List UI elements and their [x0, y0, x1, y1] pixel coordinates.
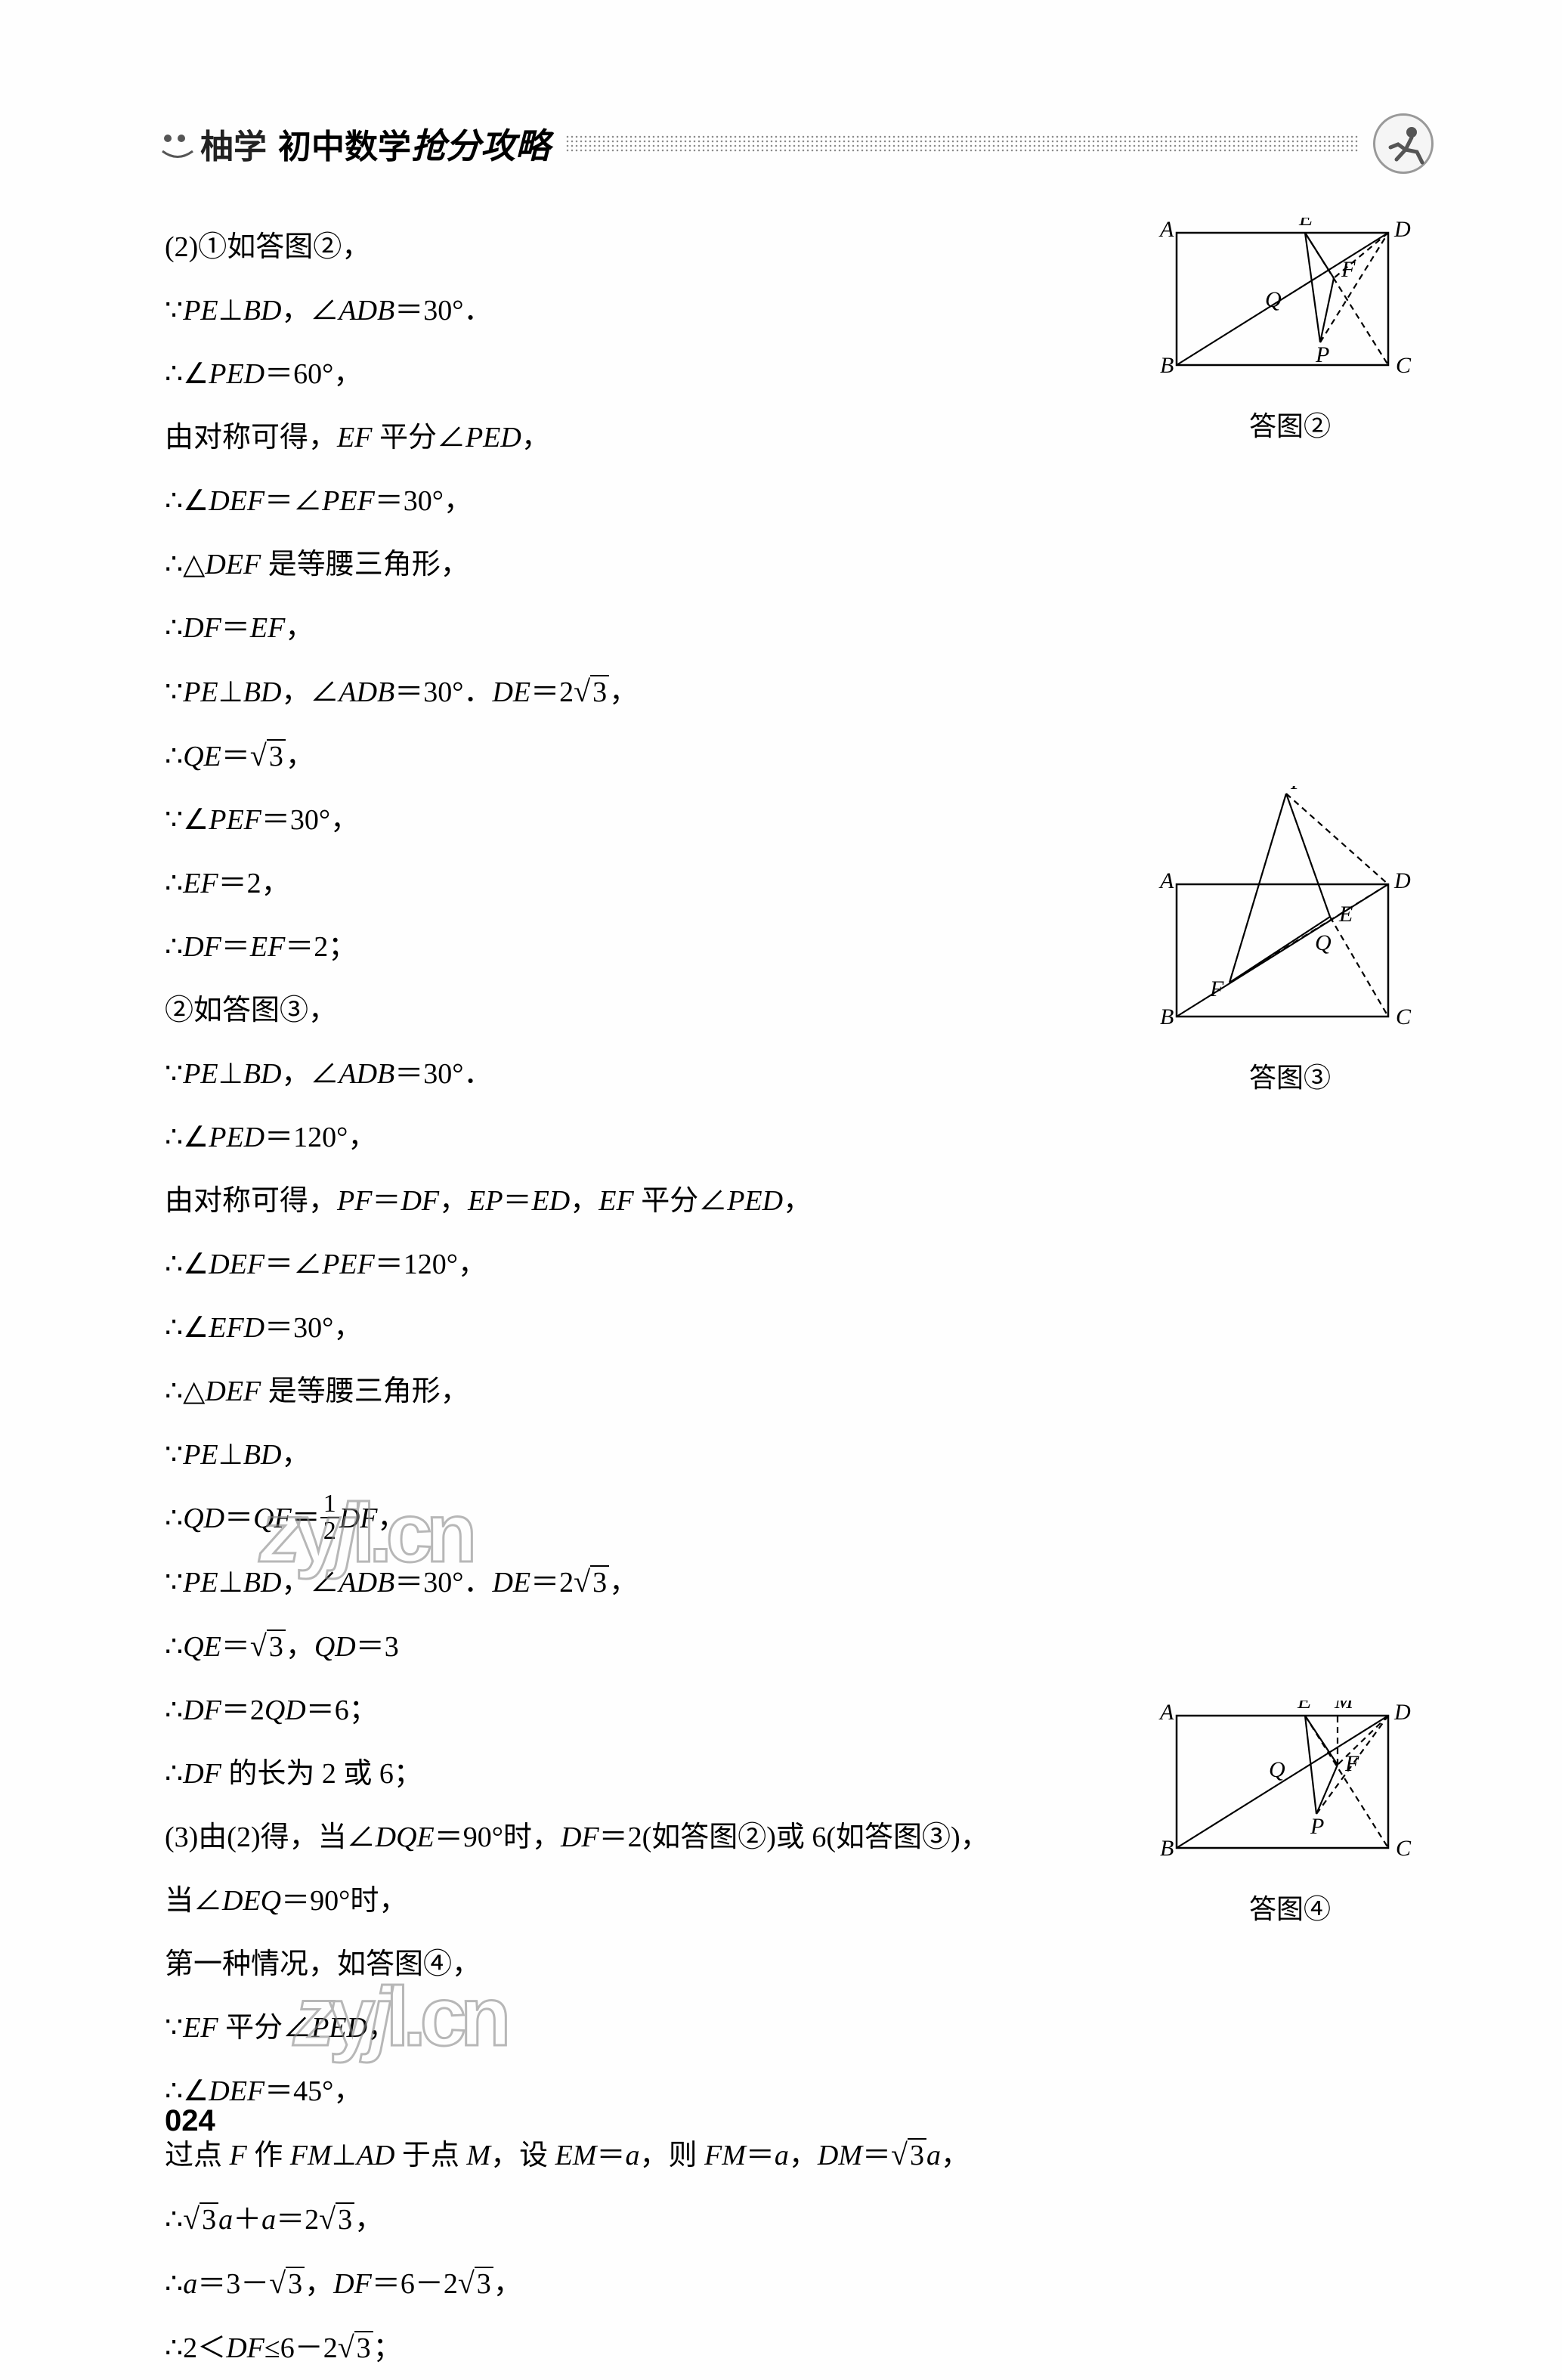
svg-text:M: M	[1334, 1701, 1355, 1713]
book-series-title: 初中数学抢分攻略	[278, 119, 550, 169]
solution-line: ∴DF 的长为 2 或 6；	[165, 1742, 966, 1806]
svg-text:E: E	[1338, 902, 1353, 927]
solution-line: ∴∠PED＝60°，	[165, 342, 966, 406]
solution-text-column: (2)①如答图②，∵PE⊥BD，∠ADB＝30°．∴∠PED＝60°，由对称可得…	[165, 215, 966, 2380]
page-content: (2)①如答图②，∵PE⊥BD，∠ADB＝30°．∴∠PED＝60°，由对称可得…	[165, 215, 1426, 2134]
solution-line: ∴∠DEF＝∠PEF＝30°，	[165, 469, 966, 533]
logo-text: 柚学	[200, 119, 267, 168]
solution-line: ∴△DEF 是等腰三角形，	[165, 533, 966, 596]
svg-text:C: C	[1396, 1836, 1412, 1861]
svg-text:D: D	[1393, 218, 1411, 242]
solution-line: ②如答图③，	[165, 979, 966, 1042]
svg-text:Q: Q	[1265, 287, 1282, 312]
solution-line: 由对称可得，EF 平分∠PED，	[165, 406, 966, 469]
svg-text:Q: Q	[1269, 1757, 1285, 1782]
svg-text:B: B	[1160, 1004, 1174, 1029]
geometry-figure: A B C D E F Q P 答图③	[1154, 786, 1426, 1095]
solution-line: ∵PE⊥BD，∠ADB＝30°．	[165, 1042, 966, 1106]
svg-text:D: D	[1393, 868, 1411, 893]
solution-line: ∴∠PED＝120°，	[165, 1106, 966, 1169]
solution-line: ∴QD＝QF＝12DF，	[165, 1487, 966, 1550]
solution-line: ∵EF 平分∠PED，	[165, 1996, 966, 2060]
solution-line: 当∠DEQ＝90°时，	[165, 1869, 966, 1933]
solution-line: ∴∠DEF＝∠PEF＝120°，	[165, 1233, 966, 1296]
solution-line: ∴QE＝3，QD＝3	[165, 1614, 966, 1679]
runner-badge-icon	[1373, 113, 1434, 174]
figure-caption: 答图③	[1154, 1056, 1426, 1095]
solution-line: ∴3a＋a＝23，	[165, 2187, 966, 2252]
svg-text:D: D	[1393, 1701, 1411, 1725]
figure-caption: 答图②	[1154, 404, 1426, 444]
solution-line: ∴DF＝EF＝2；	[165, 915, 966, 979]
svg-text:P: P	[1310, 1814, 1324, 1839]
svg-text:P: P	[1315, 342, 1329, 367]
svg-text:A: A	[1158, 868, 1174, 893]
geometry-figure: A B C D E F Q P 答图②	[1154, 218, 1426, 444]
geometry-figure: A B C D E M F Q P 答图④	[1154, 1701, 1426, 1927]
solution-line: ∴EF＝2，	[165, 852, 966, 915]
svg-text:A: A	[1158, 218, 1174, 242]
solution-line: ∵PE⊥BD，∠ADB＝30°．	[165, 279, 966, 342]
svg-text:C: C	[1396, 353, 1412, 378]
solution-line: ∵PE⊥BD，	[165, 1423, 966, 1487]
header-rule	[565, 135, 1358, 153]
svg-text:F: F	[1344, 1751, 1359, 1776]
svg-text:A: A	[1158, 1701, 1174, 1725]
svg-text:C: C	[1396, 1004, 1412, 1029]
solution-line: 过点 F 作 FM⊥AD 于点 M，设 EM＝a，则 FM＝a，DM＝3a，	[165, 2123, 966, 2187]
svg-text:E: E	[1297, 1701, 1311, 1713]
logo-mascot-icon	[159, 125, 196, 162]
page-number: 024	[165, 2104, 215, 2138]
solution-line: (2)①如答图②，	[165, 215, 966, 279]
figure-caption: 答图④	[1154, 1887, 1426, 1927]
brand-logo: 柚学	[159, 119, 267, 168]
solution-line: ∴a＝3－3，DF＝6－23，	[165, 2252, 966, 2316]
solution-line: ∴DF＝2QD＝6；	[165, 1679, 966, 1742]
svg-text:B: B	[1160, 1836, 1174, 1861]
solution-line: ∵PE⊥BD，∠ADB＝30°．DE＝23，	[165, 660, 966, 724]
solution-line: ∴∠EFD＝30°，	[165, 1296, 966, 1360]
page-header: 柚学 初中数学抢分攻略	[159, 117, 1434, 170]
solution-line: ∴DF＝EF，	[165, 596, 966, 660]
svg-text:B: B	[1160, 353, 1174, 378]
svg-text:F: F	[1209, 976, 1224, 1001]
solution-line: ∴∠DEF＝45°，	[165, 2060, 966, 2123]
solution-line: ∵∠PEF＝30°，	[165, 788, 966, 852]
solution-line: 第一种情况，如答图④，	[165, 1933, 966, 1996]
solution-line: ∴2＜DF≤6－23；	[165, 2316, 966, 2380]
svg-text:P: P	[1290, 786, 1304, 794]
solution-line: 由对称可得，PF＝DF，EP＝ED，EF 平分∠PED，	[165, 1169, 966, 1233]
svg-text:E: E	[1298, 218, 1313, 231]
solution-line: ∴△DEF 是等腰三角形，	[165, 1360, 966, 1423]
solution-line: (3)由(2)得，当∠DQE＝90°时，DF＝2(如答图②)或 6(如答图③)，	[165, 1806, 966, 1869]
svg-text:Q: Q	[1315, 930, 1332, 955]
svg-text:F: F	[1341, 257, 1356, 282]
solution-line: ∵PE⊥BD，∠ADB＝30°．DE＝23，	[165, 1550, 966, 1614]
solution-line: ∴QE＝3，	[165, 724, 966, 788]
